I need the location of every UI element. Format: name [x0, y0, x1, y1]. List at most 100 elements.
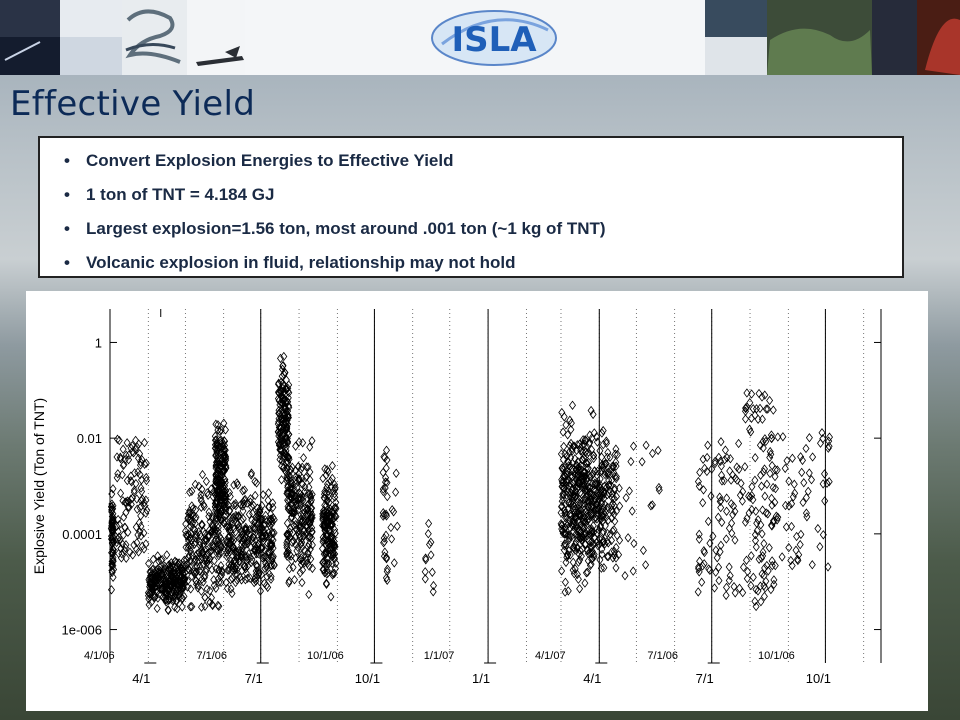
data-point: [257, 514, 265, 524]
data-point: [198, 519, 206, 529]
data-point: [590, 552, 598, 562]
data-point: [585, 502, 593, 512]
data-point: [773, 515, 781, 525]
data-point: [191, 533, 199, 543]
bullet-item: Volcanic explosion in fluid, relationshi…: [64, 246, 902, 280]
data-point: [709, 531, 717, 541]
data-point: [306, 544, 314, 554]
data-point: [262, 552, 270, 562]
data-point: [322, 549, 330, 559]
data-point: [197, 502, 205, 512]
data-point: [574, 470, 581, 480]
data-point: [207, 484, 215, 494]
data-point: [286, 495, 294, 505]
data-point: [427, 537, 435, 547]
data-point: [292, 532, 299, 542]
data-point: [559, 427, 567, 437]
data-point: [223, 583, 231, 594]
data-point: [585, 439, 593, 449]
data-point: [596, 474, 604, 484]
data-point: [577, 465, 585, 475]
data-point: [696, 467, 704, 478]
data-point: [726, 570, 734, 581]
data-point: [761, 491, 769, 501]
data-point: [319, 557, 327, 568]
data-point: [210, 575, 218, 585]
data-point: [135, 547, 143, 557]
data-point: [284, 457, 292, 468]
data-point: [143, 505, 151, 515]
data-point: [809, 452, 817, 462]
data-point: [203, 488, 211, 498]
data-point: [113, 521, 121, 531]
data-point: [328, 558, 336, 569]
data-point: [380, 533, 388, 543]
data-point: [597, 563, 605, 573]
data-point: [587, 543, 595, 553]
data-point: [695, 562, 703, 572]
data-point: [726, 454, 734, 464]
data-point: [202, 535, 210, 545]
data-point: [805, 433, 813, 443]
data-point: [239, 501, 247, 511]
data-point: [293, 546, 301, 556]
data-point: [217, 542, 225, 552]
data-point: [206, 516, 214, 527]
data-point: [299, 438, 307, 448]
data-point: [422, 553, 430, 563]
data-point: [274, 427, 282, 437]
data-point: [324, 531, 332, 541]
data-point: [211, 431, 219, 441]
data-point: [583, 449, 591, 459]
data-point: [307, 492, 315, 503]
data-point: [283, 518, 291, 528]
data-point: [295, 474, 303, 484]
data-points: [107, 351, 833, 616]
data-point: [562, 507, 570, 518]
data-point: [242, 522, 250, 533]
data-point: [329, 514, 337, 524]
data-point: [783, 456, 791, 466]
data-point: [598, 549, 606, 560]
data-point: [567, 438, 575, 449]
data-point: [727, 499, 735, 509]
data-point: [121, 497, 129, 508]
data-point: [330, 538, 338, 549]
data-point: [580, 471, 588, 482]
data-point: [628, 506, 636, 516]
data-point: [609, 553, 617, 563]
data-point: [608, 475, 616, 485]
data-point: [753, 525, 761, 536]
data-point: [753, 518, 761, 528]
data-point: [331, 479, 338, 490]
data-point: [243, 498, 251, 508]
data-point: [588, 541, 595, 551]
data-point: [799, 497, 807, 508]
data-point: [770, 575, 778, 585]
y-tick-label: 0.01: [77, 431, 102, 446]
data-point: [604, 551, 612, 562]
data-point: [267, 514, 275, 524]
data-point: [583, 531, 591, 541]
data-point: [137, 483, 145, 493]
data-point: [121, 522, 129, 532]
data-point: [319, 473, 327, 484]
data-point: [140, 528, 148, 538]
data-point: [771, 497, 779, 508]
data-point: [242, 524, 250, 534]
data-point: [299, 509, 307, 519]
data-point: [759, 505, 767, 515]
data-point: [125, 502, 133, 512]
data-point: [559, 463, 567, 473]
data-point: [279, 415, 287, 425]
data-point: [766, 468, 774, 479]
data-point: [277, 353, 284, 364]
data-point: [599, 439, 607, 450]
data-point: [138, 486, 146, 497]
data-point: [588, 508, 596, 519]
data-point: [707, 491, 715, 501]
data-point: [708, 464, 716, 474]
data-point: [127, 476, 135, 486]
data-point: [425, 518, 433, 529]
data-point: [427, 550, 435, 560]
